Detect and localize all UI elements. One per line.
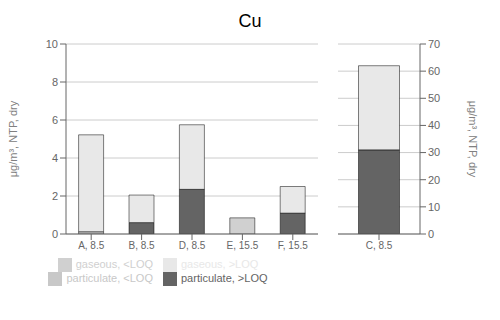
svg-text:0: 0 — [52, 228, 58, 240]
svg-text:0: 0 — [428, 228, 434, 240]
svg-text:20: 20 — [428, 174, 440, 186]
html-text:particulate, <LOQ: particulate, <LOQ — [66, 272, 153, 285]
svg-text:μg/m³, NTP, dry: μg/m³, NTP, dry — [8, 100, 19, 177]
svg-text:70: 70 — [428, 38, 440, 50]
html-text:gaseous, <LOQ: gaseous, <LOQ — [75, 258, 153, 270]
svg-text:F, 15.5: F, 15.5 — [278, 240, 308, 251]
svg-text:E, 15.5: E, 15.5 — [227, 240, 259, 251]
html-text:particulate, >LOQ: particulate, >LOQ — [181, 272, 268, 285]
svg-text:μg/m³, NTP, dry: μg/m³, NTP, dry — [467, 101, 478, 178]
svg-text:C, 8.5: C, 8.5 — [366, 240, 393, 251]
html-text:gaseous, >LOQ: gaseous, >LOQ — [181, 258, 259, 270]
svg-text:10: 10 — [428, 201, 440, 213]
svg-text:10: 10 — [46, 38, 58, 50]
svg-text:30: 30 — [428, 146, 440, 158]
svg-text:D, 8.5: D, 8.5 — [179, 240, 206, 251]
svg-text:2: 2 — [52, 190, 58, 202]
svg-text:B, 8.5: B, 8.5 — [129, 240, 156, 251]
svg-text:8: 8 — [52, 76, 58, 88]
svg-text:60: 60 — [428, 65, 440, 77]
svg-text:6: 6 — [52, 114, 58, 126]
svg-text:40: 40 — [428, 119, 440, 131]
svg-text:50: 50 — [428, 92, 440, 104]
html-text:Cu: Cu — [238, 11, 262, 31]
svg-text:A, 8.5: A, 8.5 — [78, 240, 105, 251]
svg-text:4: 4 — [52, 152, 58, 164]
